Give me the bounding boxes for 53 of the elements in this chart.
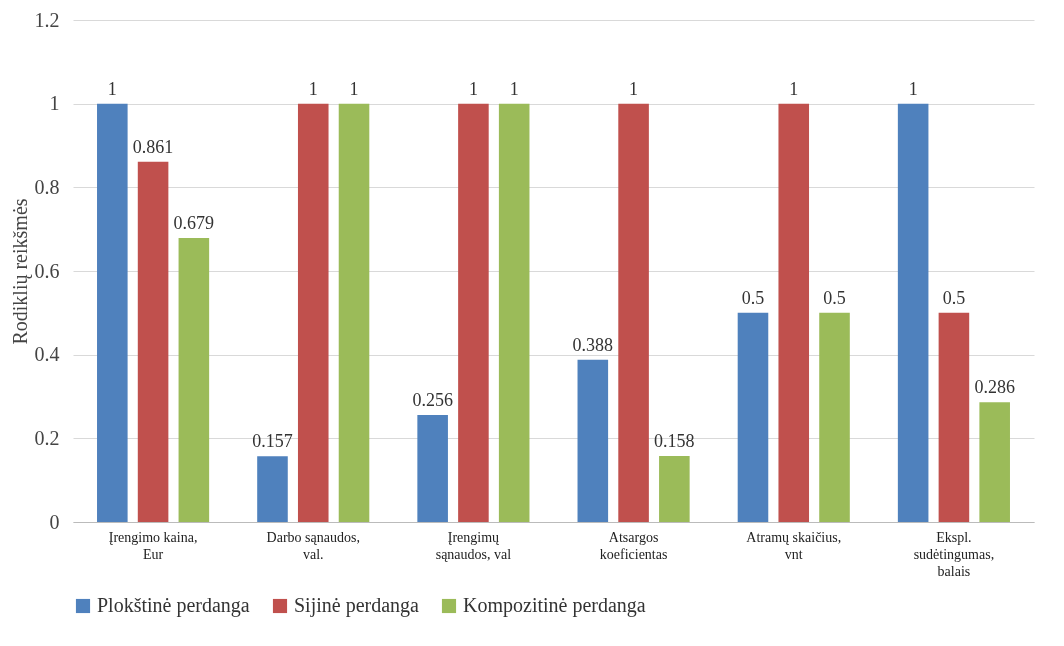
bar <box>458 103 489 522</box>
bar <box>137 161 169 522</box>
y-tick-label: 1.2 <box>34 8 60 31</box>
data-label: 1 <box>509 78 519 99</box>
x-tick-label: Ekspl. sudėtingumas, balais <box>913 529 995 579</box>
bar <box>178 237 210 522</box>
data-label: 1 <box>629 78 639 99</box>
data-label: 0.5 <box>741 287 765 308</box>
bar <box>577 359 609 522</box>
data-label: 1 <box>107 78 117 99</box>
x-tick-label: Darbo sąnaudos, val. <box>266 529 360 562</box>
data-label: 0.256 <box>412 389 453 410</box>
bar <box>618 103 649 522</box>
data-label: 0.679 <box>173 212 215 233</box>
bar <box>659 455 690 522</box>
data-label: 0.5 <box>823 287 846 308</box>
bar <box>417 414 448 522</box>
legend-label: Kompozitinė perdanga <box>463 594 646 617</box>
bar <box>897 103 929 522</box>
bar <box>819 312 850 522</box>
data-label: 1 <box>468 78 478 99</box>
bar <box>97 103 128 522</box>
data-label: 1 <box>308 78 318 99</box>
x-tick-label: Atsargos koeficientas <box>599 529 668 562</box>
bar <box>257 456 288 522</box>
data-label: 0.388 <box>572 334 614 355</box>
legend-label: Plokštinė perdanga <box>97 594 250 617</box>
y-tick-label: 0.2 <box>34 426 60 449</box>
data-label: 0.157 <box>252 431 293 452</box>
x-tick-label: Atramų skaičius, vnt <box>746 529 842 562</box>
x-tick-label: Įrengimo kaina, Eur <box>108 529 198 562</box>
bar <box>338 103 370 522</box>
bar <box>938 312 970 522</box>
bar <box>498 103 530 522</box>
y-tick-label: 0.4 <box>34 343 60 366</box>
data-label: 1 <box>908 78 918 99</box>
legend-label: Sijinė perdanga <box>294 594 420 617</box>
data-label: 1 <box>349 78 359 99</box>
bar <box>778 103 810 522</box>
data-label: 1 <box>789 78 799 99</box>
y-tick-label: 0.8 <box>34 175 60 198</box>
y-axis-title: Rodiklių reikšmės <box>8 198 32 345</box>
x-tick-label: Įrengimų sąnaudos, val <box>435 529 512 562</box>
data-label: 0.286 <box>974 377 1015 398</box>
y-tick-label: 0 <box>49 510 60 533</box>
y-tick-label: 0.6 <box>34 259 60 282</box>
data-label: 0.861 <box>132 136 174 157</box>
y-tick-label: 1 <box>49 92 60 115</box>
bar <box>979 402 1010 522</box>
bar <box>737 312 769 522</box>
bar <box>297 103 329 522</box>
data-label: 0.5 <box>942 287 966 308</box>
data-label: 0.158 <box>654 430 695 451</box>
